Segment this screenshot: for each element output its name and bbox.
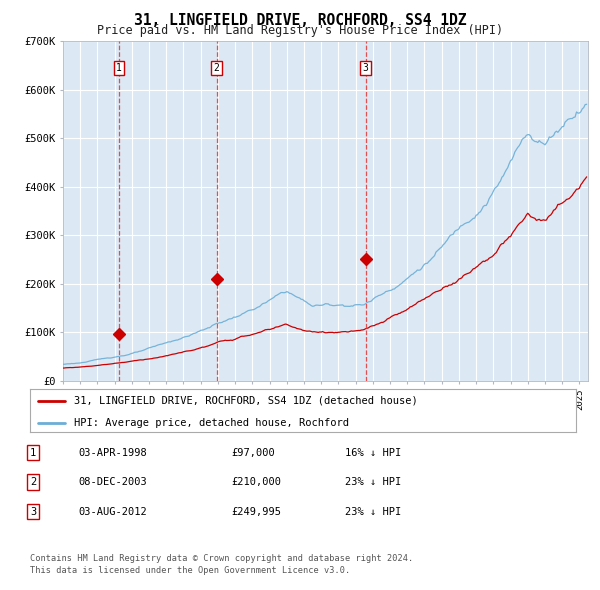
Text: 3: 3 <box>30 507 36 516</box>
Text: £249,995: £249,995 <box>231 507 281 516</box>
Text: 2: 2 <box>30 477 36 487</box>
Text: 16% ↓ HPI: 16% ↓ HPI <box>345 448 401 457</box>
Text: 08-DEC-2003: 08-DEC-2003 <box>78 477 147 487</box>
Text: 23% ↓ HPI: 23% ↓ HPI <box>345 477 401 487</box>
Text: 1: 1 <box>116 63 122 73</box>
Text: 23% ↓ HPI: 23% ↓ HPI <box>345 507 401 516</box>
Text: 31, LINGFIELD DRIVE, ROCHFORD, SS4 1DZ: 31, LINGFIELD DRIVE, ROCHFORD, SS4 1DZ <box>134 12 466 28</box>
Text: 2: 2 <box>214 63 220 73</box>
Text: 3: 3 <box>362 63 368 73</box>
Text: Contains HM Land Registry data © Crown copyright and database right 2024.
This d: Contains HM Land Registry data © Crown c… <box>30 554 413 575</box>
Text: £210,000: £210,000 <box>231 477 281 487</box>
Text: 03-AUG-2012: 03-AUG-2012 <box>78 507 147 516</box>
Text: 1: 1 <box>30 448 36 457</box>
Text: Price paid vs. HM Land Registry's House Price Index (HPI): Price paid vs. HM Land Registry's House … <box>97 24 503 37</box>
Text: HPI: Average price, detached house, Rochford: HPI: Average price, detached house, Roch… <box>74 418 349 428</box>
Text: 31, LINGFIELD DRIVE, ROCHFORD, SS4 1DZ (detached house): 31, LINGFIELD DRIVE, ROCHFORD, SS4 1DZ (… <box>74 396 418 406</box>
Text: 03-APR-1998: 03-APR-1998 <box>78 448 147 457</box>
Text: £97,000: £97,000 <box>231 448 275 457</box>
